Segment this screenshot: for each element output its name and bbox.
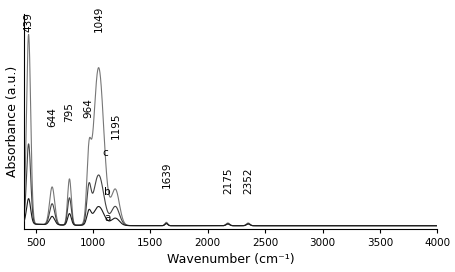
Text: 2352: 2352 [243, 168, 253, 194]
Text: 1639: 1639 [161, 161, 171, 188]
X-axis label: Wavenumber (cm⁻¹): Wavenumber (cm⁻¹) [167, 254, 294, 267]
Text: b: b [104, 187, 111, 197]
Text: a: a [104, 213, 111, 222]
Text: 644: 644 [47, 107, 57, 126]
Text: 439: 439 [24, 13, 34, 32]
Text: 795: 795 [64, 103, 74, 122]
Text: 1049: 1049 [93, 6, 103, 32]
Text: 964: 964 [84, 98, 94, 118]
Text: 2175: 2175 [222, 168, 233, 194]
Text: 1195: 1195 [110, 112, 120, 139]
Y-axis label: Absorbance (a.u.): Absorbance (a.u.) [5, 66, 19, 177]
Text: c: c [102, 148, 108, 158]
